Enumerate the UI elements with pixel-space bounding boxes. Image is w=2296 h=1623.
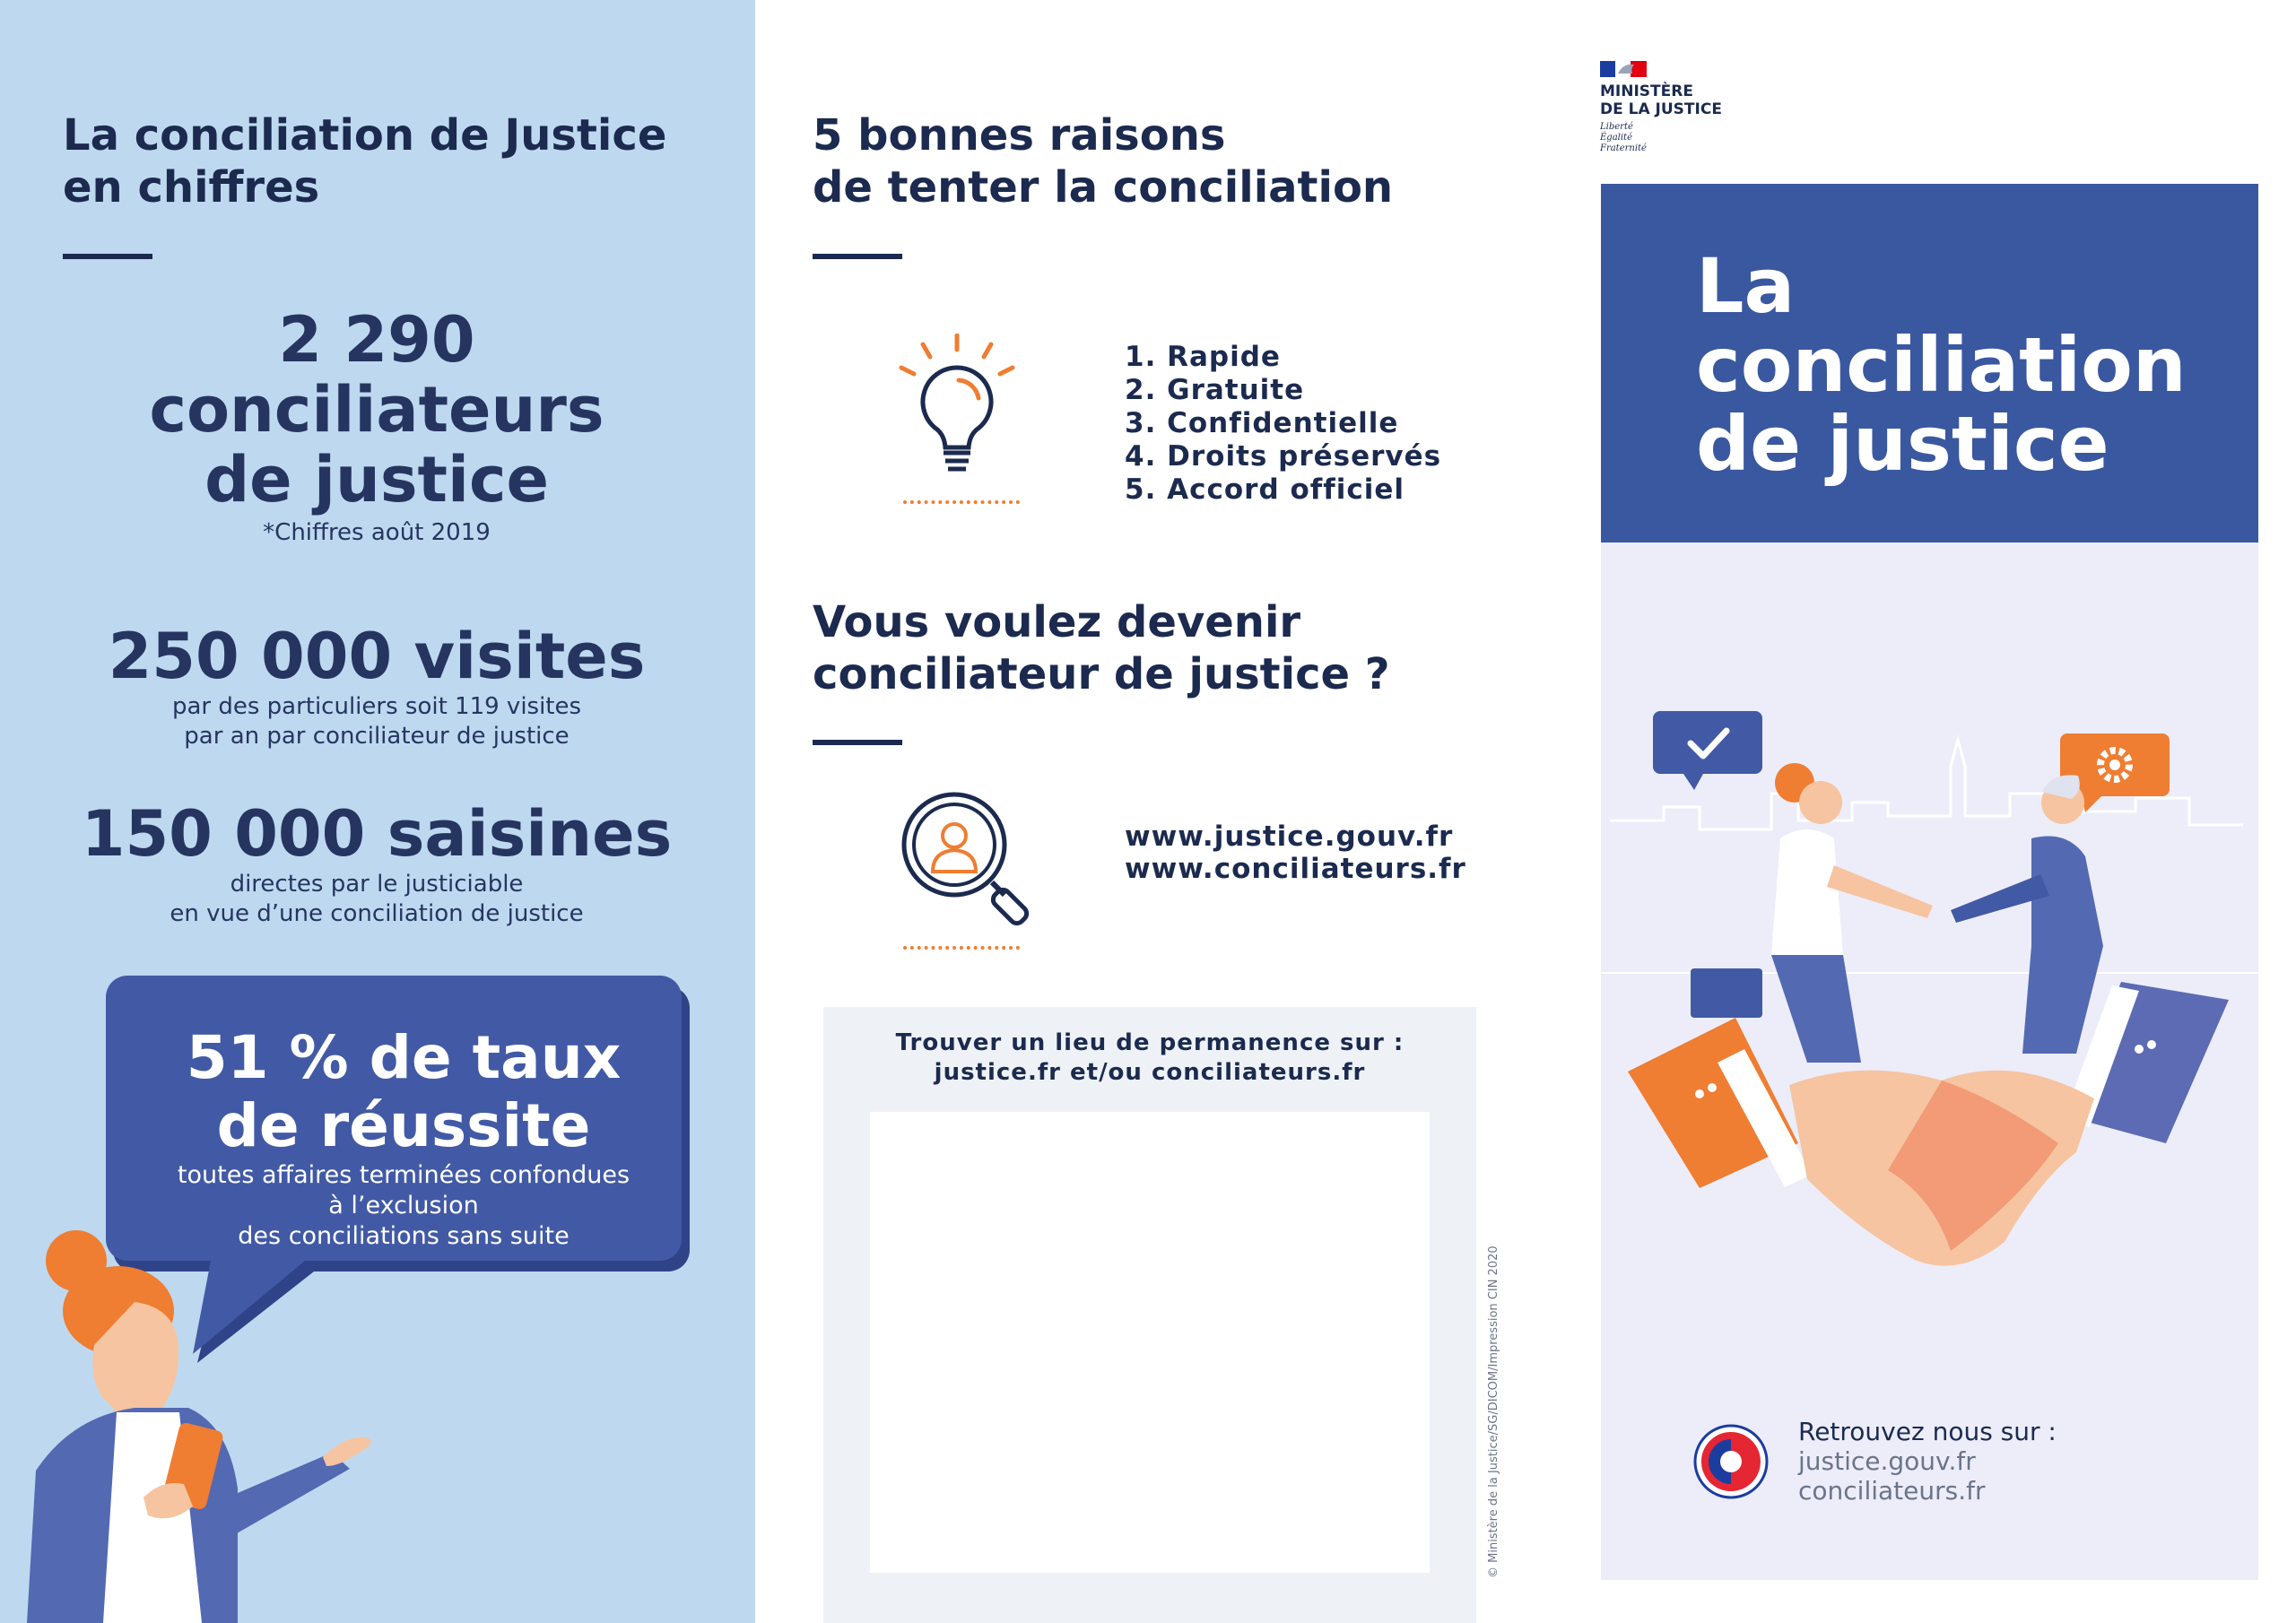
permanence-line1: Trouver un lieu de permanence sur : [895,1029,1405,1056]
reasons-title-rule [813,254,902,259]
reason-item: 5. Accord officiel [1125,473,1405,506]
stat-conciliateurs-label2: de justice [204,443,549,516]
permanence-box: Trouver un lieu de permanence sur : just… [823,1007,1476,1623]
stat-saisines-headline: 150 000 saisines [81,797,673,871]
check-bubble-icon [1653,711,1762,790]
stat-visites-line1: par des particuliers soit 119 visites [171,693,582,720]
stat-conciliateurs-label1: conciliateurs [149,373,604,447]
become-title-rule [813,740,902,745]
stats-heading: La conciliation de Justice en chiffres [63,109,726,213]
cover-title-band: La conciliation de justice [1601,184,2258,542]
retrouvez-label: Retrouvez nous sur : [1798,1417,2057,1446]
stats-title-line1: La conciliation de Justice [63,110,667,161]
speech-bubble-illustration [27,976,690,1623]
ministry-name-line2: DE LA JUSTICE [1600,100,1722,118]
reasons-list: 1. Rapide 2. Gratuite 3. Confidentielle … [1125,341,1519,507]
stat-visites-line2: par an par conciliateur de justice [184,723,570,750]
cover-title-line3: de justice [1696,400,2109,488]
republic-motto: Liberté Égalité Fraternité [1600,122,1779,154]
lightbulb-icon [899,334,1015,472]
become-title-line1: Vous voulez devenir [813,597,1301,647]
motto-egalite: Égalité [1600,133,1632,143]
stat-saisines: 150 000 saisines directes par le justici… [36,798,718,929]
cover-title-line1: La [1696,242,1796,330]
success-bubble: 51 % de taux de réussite toutes affaires… [126,1024,682,1252]
conciliateurs-link[interactable]: conciliateurs.fr [1798,1476,1986,1506]
motto-fraternite: Fraternité [1600,143,1647,153]
reason-item: 4. Droits préservés [1125,440,1442,473]
stat-visites: 250 000 visites par des particuliers soi… [36,621,718,751]
cover-title-line2: conciliation [1696,321,2187,409]
stat-visites-headline: 250 000 visites [108,620,646,693]
become-heading: Vous voulez devenir conciliateur de just… [813,596,1512,700]
print-credit: © Ministère de la Justice/SG/DICOM/Impre… [1487,1245,1500,1578]
stat-conciliateurs-number: 2 290 [278,303,475,377]
become-title-line2: conciliateur de justice ? [813,649,1390,699]
info-panel: 5 bonnes raisons de tenter la conciliati… [755,0,1544,1623]
reasons-title-line1: 5 bonnes raisons [813,110,1226,161]
reasons-title-line2: de tenter la conciliation [813,162,1394,213]
stat-conciliateurs: 2 290 conciliateurs de justice *Chiffres… [54,305,700,548]
reasons-heading: 5 bonnes raisons de tenter la conciliati… [813,109,1512,213]
success-rate-sub2: à l’exclusion [328,1192,479,1219]
success-rate-sub1: toutes affaires terminées confondues [177,1161,631,1189]
magnifier-dots [903,946,1020,950]
handshake-illustration [1601,711,2258,1266]
stat-conciliateurs-note: *Chiffres août 2019 [263,519,491,546]
cover-illustration-area: Retrouvez nous sur : justice.gouv.fr con… [1601,542,2258,1580]
ministry-name-line1: MINISTÈRE [1600,82,1693,100]
conciliateurs-url-link[interactable]: www.conciliateurs.fr [1125,853,1466,885]
become-links: www.justice.gouv.fr www.conciliateurs.fr [1125,820,1528,885]
reason-item: 1. Rapide [1125,341,1281,373]
stat-saisines-line2: en vue d’une conciliation de justice [170,900,584,927]
success-rate-line1: 51 % de taux [186,1023,622,1092]
success-rate-line2: de réussite [216,1091,591,1160]
address-blank-area [870,1112,1430,1573]
lightbulb-dots [903,500,1020,504]
justice-link[interactable]: justice.gouv.fr [1798,1446,1976,1476]
reason-item: 2. Gratuite [1125,374,1305,406]
ministry-logo-text: MINISTÈRE DE LA JUSTICE Liberté Égalité … [1600,82,1779,154]
success-rate-sub3: des conciliations sans suite [238,1222,570,1250]
reason-item: 3. Confidentielle [1125,407,1399,439]
stats-panel: La conciliation de Justice en chiffres 2… [0,0,755,1623]
conciliateurs-seal-icon [1693,1424,1769,1499]
retrouvez-block: Retrouvez nous sur : justice.gouv.fr con… [1798,1417,2229,1506]
permanence-line2: justice.fr et/ou conciliateurs.fr [934,1059,1366,1086]
marianne-logo [1600,61,1647,77]
stats-title-rule [63,254,152,259]
gear-bubble-icon [2060,733,2170,812]
cover-title: La conciliation de justice [1696,247,2252,483]
magnifier-person-icon [901,792,1030,926]
permanence-text: Trouver un lieu de permanence sur : just… [823,1028,1476,1088]
motto-liberte: Liberté [1600,122,1633,132]
justice-url-link[interactable]: www.justice.gouv.fr [1125,820,1454,853]
stats-title-line2: en chiffres [63,162,320,213]
stat-saisines-line1: directes par le justiciable [230,871,524,898]
cover-panel: MINISTÈRE DE LA JUSTICE Liberté Égalité … [1544,0,2296,1623]
